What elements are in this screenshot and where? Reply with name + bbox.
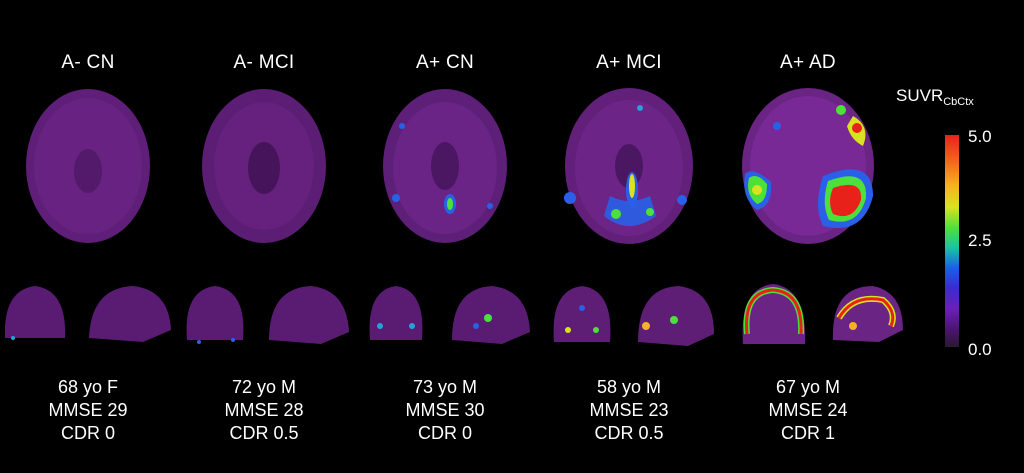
subject-info: 67 yo M MMSE 24 CDR 1 (713, 376, 903, 445)
cdr-score: CDR 1 (780, 423, 835, 443)
subject-info: 58 yo M MMSE 23 CDR 0.5 (534, 376, 724, 445)
axial-pet-image (26, 89, 150, 243)
colorbar-mid-label: 2.5 (968, 231, 992, 250)
age-sex: 73 yo M (412, 377, 478, 397)
group-panel-a-pos-mci: A+ MCI 58 yo M MMSE 23 CDR 0.5 (534, 0, 724, 473)
colorbar-title-sub: CbCtx (943, 96, 974, 108)
group-title: A- MCI (233, 52, 295, 73)
group-panel-a-neg-cn: A- CN 68 yo F MMSE 29 CDR 0 (0, 0, 183, 473)
coronal-sagittal-pet-images (553, 286, 714, 346)
coronal-sagittal-pet-images (186, 286, 349, 344)
group-panel-a-pos-ad: A+ AD 67 yo M MMSE 24 CDR 1 (713, 0, 903, 473)
subject-info: 72 yo M MMSE 28 CDR 0.5 (169, 376, 359, 445)
mmse-score: MMSE 29 (48, 400, 128, 420)
age-sex: 58 yo M (596, 377, 662, 397)
coronal-sagittal-pet-images (4, 286, 171, 342)
age-sex: 67 yo M (775, 377, 841, 397)
group-panel-a-pos-cn: A+ CN 73 yo M MMSE 30 CDR 0 (350, 0, 540, 473)
cdr-score: CDR 0.5 (229, 423, 299, 443)
axial-pet-image (742, 88, 874, 244)
colorbar-gradient (945, 135, 959, 347)
group-title: A+ CN (416, 52, 474, 73)
colorbar-title-main: SUVR (896, 86, 944, 105)
cdr-score: CDR 0 (60, 423, 115, 443)
group-title: A- CN (61, 52, 115, 73)
mmse-score: MMSE 24 (768, 400, 848, 420)
age-sex: 72 yo M (231, 377, 297, 397)
mmse-score: MMSE 28 (224, 400, 304, 420)
cdr-score: CDR 0 (417, 423, 472, 443)
subject-info: 73 yo M MMSE 30 CDR 0 (350, 376, 540, 445)
colorbar-min-label: 0.0 (968, 340, 992, 359)
colorbar-max-label: 5.0 (968, 127, 992, 146)
axial-pet-image (564, 88, 693, 244)
axial-pet-image (202, 89, 326, 243)
group-panel-a-neg-mci: A- MCI 72 yo M MMSE 28 CDR 0.5 (169, 0, 359, 473)
group-title: A+ AD (780, 52, 836, 73)
group-title: A+ MCI (596, 52, 662, 73)
mmse-score: MMSE 23 (589, 400, 669, 420)
mmse-score: MMSE 30 (405, 400, 485, 420)
age-sex: 68 yo F (57, 377, 119, 397)
subject-info: 68 yo F MMSE 29 CDR 0 (0, 376, 183, 445)
cdr-score: CDR 0.5 (594, 423, 664, 443)
axial-pet-image (383, 89, 507, 243)
coronal-sagittal-pet-images (742, 284, 903, 344)
coronal-sagittal-pet-images (369, 286, 530, 344)
colorbar-title: SUVRCbCtx (896, 86, 974, 108)
